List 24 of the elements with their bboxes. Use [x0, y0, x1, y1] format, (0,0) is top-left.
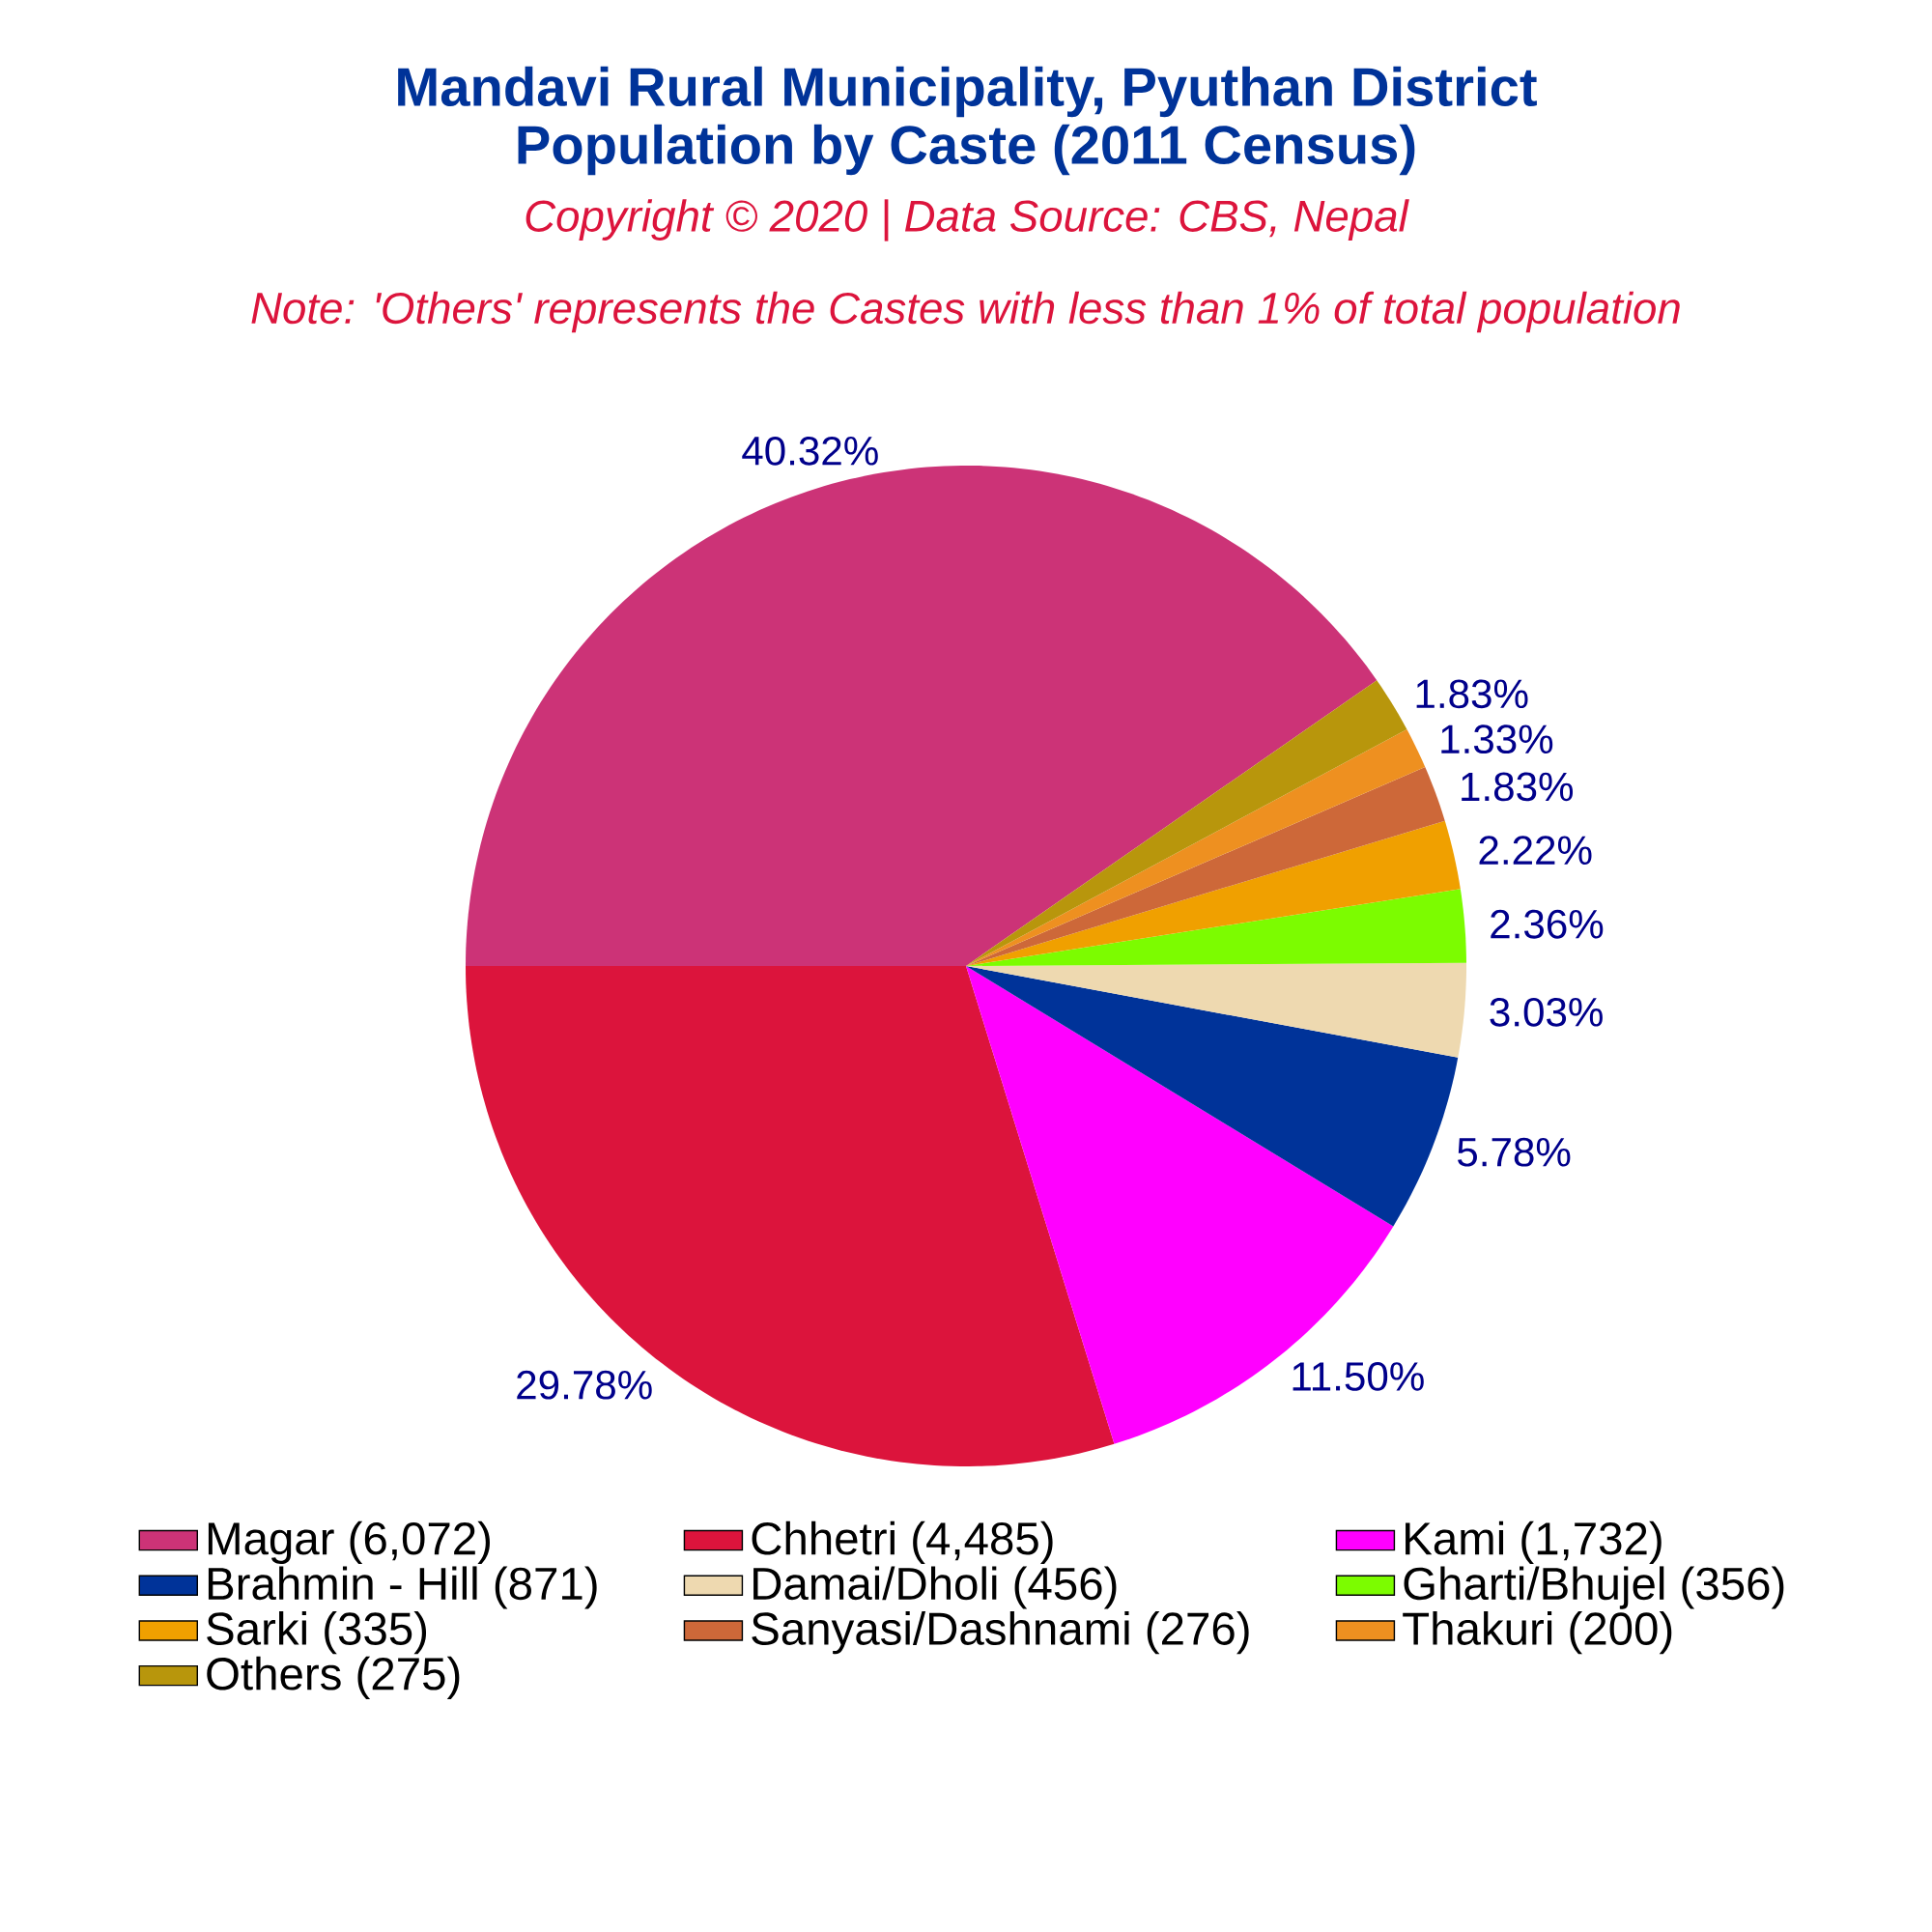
- legend-label: Thakuri (200): [1403, 1611, 1672, 1655]
- data-label: 29.78%: [517, 1370, 652, 1400]
- legend-label: Brahmin - Hill (871): [208, 1566, 597, 1609]
- data-label: 1.83%: [1462, 772, 1574, 802]
- data-label: 5.78%: [1458, 1137, 1571, 1167]
- legend-label: Magar (6,072): [208, 1520, 490, 1564]
- legend-label: Chhetri (4,485): [752, 1520, 1053, 1564]
- chart-title: Mandavi Rural Municipality, Pyuthan District: [398, 66, 1537, 118]
- legend-label: Damai/Dholi (456): [753, 1566, 1117, 1609]
- legend-label: Sarki (335): [207, 1611, 427, 1655]
- legend-label: Sanyasi/Dashnami (276): [752, 1611, 1249, 1655]
- data-label: 3.03%: [1490, 997, 1603, 1027]
- data-label: 1.83%: [1416, 679, 1528, 709]
- legend-label: Gharti/Bhujel (356): [1404, 1566, 1784, 1609]
- data-label: 40.32%: [742, 436, 878, 466]
- legend-label: Kami (1,732): [1406, 1520, 1662, 1564]
- legend-label: Others (275): [207, 1656, 460, 1699]
- chart-subtitle: Population by Caste (2011 Census): [518, 124, 1415, 176]
- data-label: 11.50%: [1293, 1361, 1424, 1391]
- text: Note: 'Others' represents the Castes with less than 1% of total population: [251, 291, 1680, 333]
- data-label: 2.22%: [1479, 836, 1592, 865]
- data-label: 1.33%: [1441, 724, 1553, 754]
- text: Copyright © 2020 | Data Source: CBS, Nepal: [526, 199, 1409, 242]
- data-label: 2.36%: [1491, 909, 1604, 939]
